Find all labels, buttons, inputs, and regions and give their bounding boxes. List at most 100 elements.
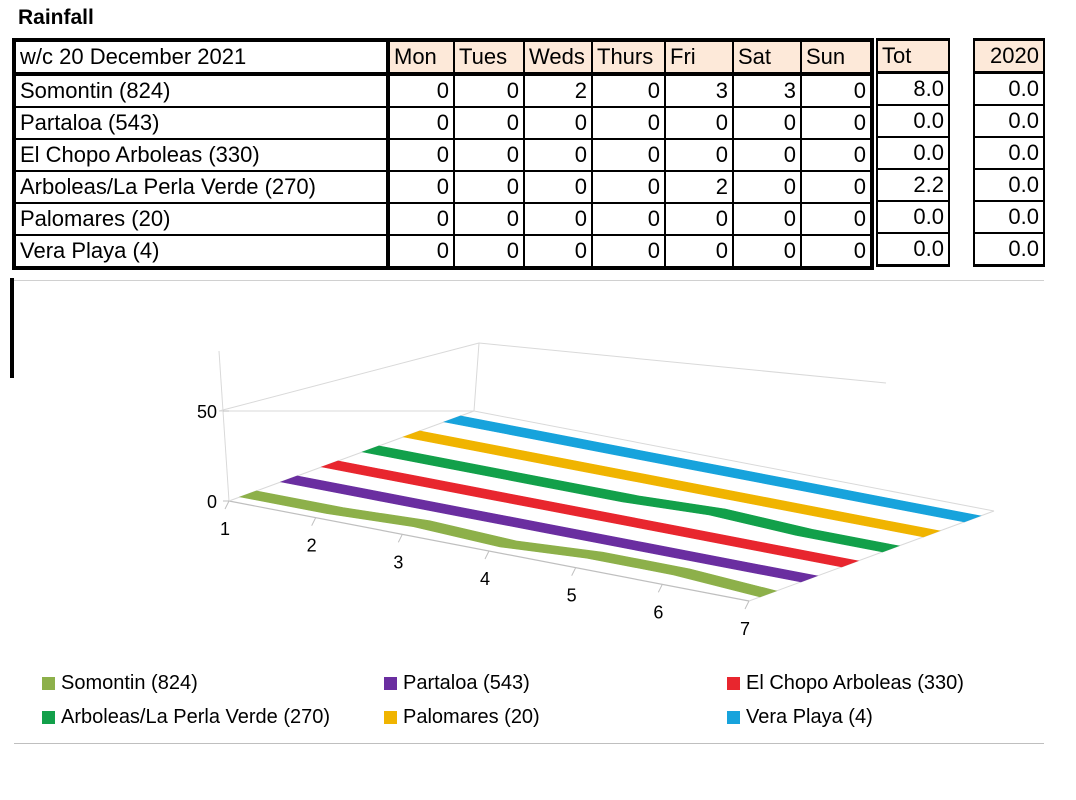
rain-value: 0 <box>664 202 734 236</box>
rain-value: 0 <box>800 106 874 140</box>
rainfall-3d-chart: 0 50 1 2 3 4 5 6 7 <box>197 342 995 639</box>
week-label: w/c 20 December 2021 <box>12 38 390 76</box>
rain-value: 0 <box>732 106 802 140</box>
total-value: 0.0 <box>876 232 950 267</box>
table-header-row: w/c 20 December 2021 Mon Tues Weds Thurs… <box>12 38 874 76</box>
legend-swatch <box>42 711 55 724</box>
rain-value: 0 <box>453 106 525 140</box>
day-header: Sat <box>732 38 802 76</box>
series-ribbon <box>443 415 982 523</box>
previous-year-value: 0.0 <box>973 168 1045 202</box>
vertical-axis-line <box>218 350 230 502</box>
legend-swatch <box>384 711 397 724</box>
rain-value: 2 <box>523 73 593 108</box>
rain-value: 0 <box>732 138 802 172</box>
total-value: 2.2 <box>876 168 950 202</box>
table-row: Partaloa (543) 0 0 0 0 0 0 0 <box>12 106 874 140</box>
table-row: Arboleas/La Perla Verde (270) 0 0 0 0 2 0 0 <box>12 170 874 204</box>
total-value: 0.0 <box>876 200 950 234</box>
day-header: Fri <box>664 38 734 76</box>
rain-value: 0 <box>591 138 666 172</box>
rain-value: 0 <box>387 106 455 140</box>
x-tick-mark <box>311 517 317 526</box>
x-tick-mark <box>397 534 403 543</box>
rain-value: 2 <box>664 170 734 204</box>
rain-value: 0 <box>800 73 874 108</box>
rain-value: 0 <box>523 202 593 236</box>
day-header: Sun <box>800 38 874 76</box>
top-wall-line <box>218 342 480 412</box>
station-name: Vera Playa (4) <box>12 234 390 270</box>
legend-label: Somontin (824) <box>61 672 198 694</box>
legend-swatch <box>727 711 740 724</box>
x-tick-label: 6 <box>653 602 663 622</box>
rain-value: 0 <box>523 138 593 172</box>
x-tick-mark <box>571 567 577 576</box>
legend-item: Somontin (824) <box>42 672 198 695</box>
station-name: El Chopo Arboleas (330) <box>12 138 390 172</box>
station-name: Arboleas/La Perla Verde (270) <box>12 170 390 204</box>
rain-value: 0 <box>591 202 666 236</box>
rain-value: 0 <box>664 138 734 172</box>
legend-item: El Chopo Arboleas (330) <box>727 672 964 695</box>
day-header: Thurs <box>591 38 666 76</box>
rain-value: 0 <box>800 202 874 236</box>
x-tick-label: 3 <box>393 552 403 572</box>
rain-value: 0 <box>664 106 734 140</box>
previous-year-value: 0.0 <box>973 232 1045 267</box>
rain-value: 0 <box>591 106 666 140</box>
day-header: Tues <box>453 38 525 76</box>
table-row: El Chopo Arboleas (330) 0 0 0 0 0 0 0 <box>12 138 874 172</box>
top-wall-line <box>478 342 887 384</box>
page-title: Rainfall <box>18 6 94 29</box>
series-ribbon <box>402 430 941 538</box>
station-name: Partaloa (543) <box>12 106 390 140</box>
previous-year-value: 0.0 <box>973 136 1045 170</box>
back-corner-line <box>473 342 480 412</box>
total-value: 0.0 <box>876 104 950 138</box>
previous-year-value: 0.0 <box>973 200 1045 234</box>
rain-value: 0 <box>453 73 525 108</box>
total-value: 0.0 <box>876 136 950 170</box>
rain-value: 0 <box>732 202 802 236</box>
legend-item: Vera Playa (4) <box>727 706 873 729</box>
x-tick-mark <box>224 500 230 510</box>
floor-back-line <box>473 410 995 512</box>
rain-value: 0 <box>387 73 455 108</box>
table-row: Palomares (20) 0 0 0 0 0 0 0 <box>12 202 874 236</box>
floor-side-line <box>748 510 995 602</box>
legend-swatch <box>727 677 740 690</box>
x-tick-mark <box>744 600 750 610</box>
x-tick-label: 7 <box>740 619 750 639</box>
rain-value: 0 <box>591 73 666 108</box>
x-tick-label: 2 <box>307 536 317 556</box>
x-tick-label: 5 <box>567 586 577 606</box>
rain-value: 0 <box>387 234 455 270</box>
table-border <box>10 278 14 378</box>
rain-value: 3 <box>732 73 802 108</box>
table-row: Somontin (824) 0 0 2 0 3 3 0 <box>12 73 874 108</box>
day-header: Weds <box>523 38 593 76</box>
rain-value: 0 <box>523 234 593 270</box>
previous-year-table: 2020 0.0 0.0 0.0 0.0 0.0 0.0 <box>973 38 1045 267</box>
rain-value: 3 <box>664 73 734 108</box>
rain-value: 0 <box>800 234 874 270</box>
table-row: Vera Playa (4) 0 0 0 0 0 0 0 <box>12 234 874 270</box>
previous-year-value: 0.0 <box>973 104 1045 138</box>
chart-area: 0 50 1 2 3 4 5 6 7 <box>14 280 1044 744</box>
series-ribbon <box>238 490 778 598</box>
rain-value: 0 <box>800 170 874 204</box>
rain-value: 0 <box>732 234 802 270</box>
legend-swatch <box>42 677 55 690</box>
legend-item: Palomares (20) <box>384 706 540 729</box>
rain-value: 0 <box>732 170 802 204</box>
rain-value: 0 <box>387 202 455 236</box>
series-ribbon <box>361 445 901 553</box>
total-table: Tot 8.0 0.0 0.0 2.2 0.0 0.0 <box>876 38 950 267</box>
y-tick-0: 0 <box>207 492 217 512</box>
previous-year-value: 0.0 <box>973 71 1045 106</box>
legend-item: Arboleas/La Perla Verde (270) <box>42 706 330 729</box>
rain-value: 0 <box>387 170 455 204</box>
rain-value: 0 <box>523 106 593 140</box>
legend-label: El Chopo Arboleas (330) <box>746 672 964 694</box>
